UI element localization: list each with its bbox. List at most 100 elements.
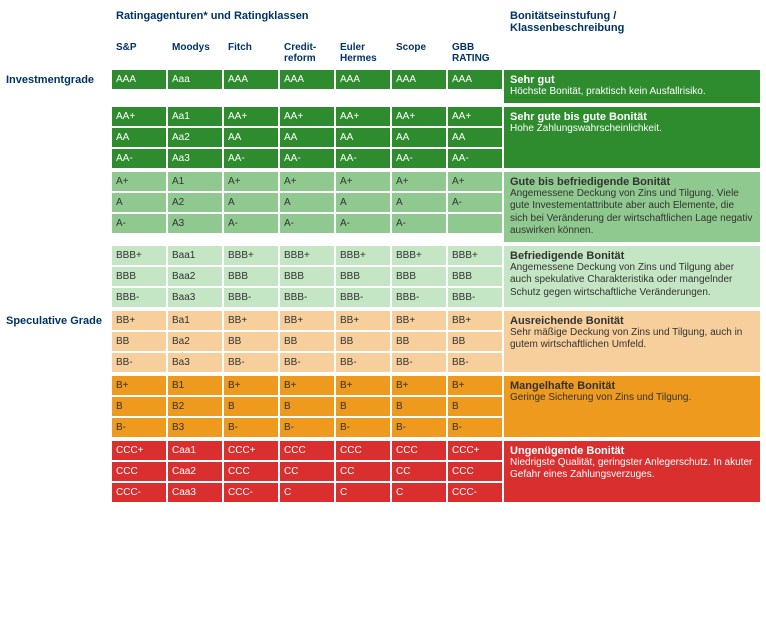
rating-rows: AAAAaaAAAAAAAAAAAAAAA <box>112 70 504 105</box>
desc-title: Befriedigende Bonität <box>510 250 754 262</box>
desc-title: Mangelhafte Bonität <box>510 380 754 392</box>
rating-cell: CCC <box>392 441 446 460</box>
agency-col-5: Scope <box>392 38 446 68</box>
rating-row: CCCCaa2CCCCCCCCCCCC <box>112 462 504 481</box>
rating-cell: A3 <box>168 214 222 233</box>
rating-cell: BBB- <box>280 288 334 307</box>
rating-cell: BBB <box>224 267 278 286</box>
rating-cell: AAA <box>336 70 390 89</box>
rating-group-3: BBB+Baa1BBB+BBB+BBB+BBB+BBB+BBBBaa2BBBBB… <box>6 246 760 309</box>
header-row-agencies: S&PMoodysFitchCredit-reformEulerHermesSc… <box>6 38 760 68</box>
rating-cell: AA <box>224 128 278 147</box>
rating-cell: BB- <box>392 353 446 372</box>
rating-cell: CCC <box>112 462 166 481</box>
rating-row: CCC-Caa3CCC-CCCCCC- <box>112 483 504 502</box>
rating-cell: Ba1 <box>168 311 222 330</box>
desc-sub: Angemessene Deckung von Zins und Tilgung… <box>510 188 754 238</box>
rating-cell: C <box>336 483 390 502</box>
rating-cell: CC <box>392 462 446 481</box>
rating-cell: BB+ <box>224 311 278 330</box>
rating-cell: AAA <box>112 70 166 89</box>
agency-col-2: Fitch <box>224 38 278 68</box>
rating-cell: BB- <box>280 353 334 372</box>
rating-cell: A1 <box>168 172 222 191</box>
desc-sub: Hohe Zahlungswahrscheinlichkeit. <box>510 123 754 136</box>
rating-cell: C <box>392 483 446 502</box>
agencies-title: Ratingagenturen* und Ratingklassen <box>116 10 309 22</box>
rating-row: BBBa2BBBBBBBBBB <box>112 332 504 351</box>
rating-cell: B <box>448 397 502 416</box>
rating-cell: BBB- <box>448 288 502 307</box>
rating-cell: B <box>112 397 166 416</box>
rating-group-0: InvestmentgradeAAAAaaAAAAAAAAAAAAAAASehr… <box>6 70 760 105</box>
rating-cell: A <box>112 193 166 212</box>
rating-rows: BB+Ba1BB+BB+BB+BB+BB+BBBa2BBBBBBBBBBBB-B… <box>112 311 504 374</box>
rating-cell: Caa2 <box>168 462 222 481</box>
desc-title: Sehr gut <box>510 74 754 86</box>
rating-row: AA-Aa3AA-AA-AA-AA-AA- <box>112 149 504 168</box>
rating-cell: CCC- <box>224 483 278 502</box>
rating-rows: AA+Aa1AA+AA+AA+AA+AA+AAAa2AAAAAAAAAAAA-A… <box>112 107 504 170</box>
rating-cell: AA- <box>392 149 446 168</box>
rating-cell: A- <box>448 193 502 212</box>
rating-cell: BBB- <box>112 288 166 307</box>
rating-cell: B+ <box>392 376 446 395</box>
rating-rows: A+A1A+A+A+A+A+AA2AAAAA-A-A3A-A-A-A- <box>112 172 504 244</box>
rating-cell: CCC- <box>112 483 166 502</box>
rating-cell: BB+ <box>336 311 390 330</box>
rating-cell: AAA <box>224 70 278 89</box>
rating-row: A-A3A-A-A-A- <box>112 214 504 233</box>
rating-cell: AA <box>280 128 334 147</box>
rating-cell: Ba3 <box>168 353 222 372</box>
grade-label-cell <box>6 107 112 170</box>
rating-cell: BBB+ <box>448 246 502 265</box>
rating-cell: B- <box>280 418 334 437</box>
rating-cell: A <box>224 193 278 212</box>
rating-cell: BB+ <box>448 311 502 330</box>
rating-row: B-B3B-B-B-B-B- <box>112 418 504 437</box>
rating-cell: Baa3 <box>168 288 222 307</box>
desc-cell: Ausreichende BonitätSehr mäßige Deckung … <box>504 311 760 372</box>
rating-cell: BB <box>112 332 166 351</box>
rating-cell: B- <box>392 418 446 437</box>
grade-label-cell <box>6 246 112 309</box>
rating-cell: B- <box>448 418 502 437</box>
rating-cell: BBB <box>280 267 334 286</box>
rating-cell: BBB <box>336 267 390 286</box>
rating-cell: CCC+ <box>112 441 166 460</box>
rating-cell: BB <box>336 332 390 351</box>
desc-cell: Befriedigende BonitätAngemessene Deckung… <box>504 246 760 307</box>
rating-row: AAAa2AAAAAAAAAA <box>112 128 504 147</box>
rating-cell: B3 <box>168 418 222 437</box>
rating-table: Ratingagenturen* und RatingklassenBonitä… <box>6 6 760 504</box>
rating-cell: AA- <box>448 149 502 168</box>
rating-cell: Aa1 <box>168 107 222 126</box>
rating-cell: AA+ <box>280 107 334 126</box>
rating-row: AAAAaaAAAAAAAAAAAAAAA <box>112 70 504 89</box>
rating-cell: Ba2 <box>168 332 222 351</box>
grade-label-cell: Speculative Grade <box>6 311 112 374</box>
rating-cell: BB <box>392 332 446 351</box>
rating-cell: Baa2 <box>168 267 222 286</box>
rating-row: BBB+Baa1BBB+BBB+BBB+BBB+BBB+ <box>112 246 504 265</box>
rating-cell: CCC <box>336 441 390 460</box>
rating-cell: BBB- <box>392 288 446 307</box>
rating-cell <box>448 214 502 233</box>
rating-cell: Aaa <box>168 70 222 89</box>
rating-cell: CCC <box>280 441 334 460</box>
rating-group-1: AA+Aa1AA+AA+AA+AA+AA+AAAa2AAAAAAAAAAAA-A… <box>6 107 760 170</box>
rating-group-5: B+B1B+B+B+B+B+BB2BBBBBB-B3B-B-B-B-B-Mang… <box>6 376 760 439</box>
rating-cell: A <box>392 193 446 212</box>
rating-cell: BBB <box>392 267 446 286</box>
rating-cell: BBB+ <box>112 246 166 265</box>
rating-cell: A+ <box>224 172 278 191</box>
rating-cell: B- <box>224 418 278 437</box>
rating-cell: BBB+ <box>224 246 278 265</box>
agency-col-1: Moodys <box>168 38 222 68</box>
rating-cell: BB- <box>448 353 502 372</box>
rating-cell: BB <box>448 332 502 351</box>
rating-row: BB-Ba3BB-BB-BB-BB-BB- <box>112 353 504 372</box>
rating-cell: AA+ <box>392 107 446 126</box>
rating-cell: B <box>336 397 390 416</box>
agency-col-0: S&P <box>112 38 166 68</box>
